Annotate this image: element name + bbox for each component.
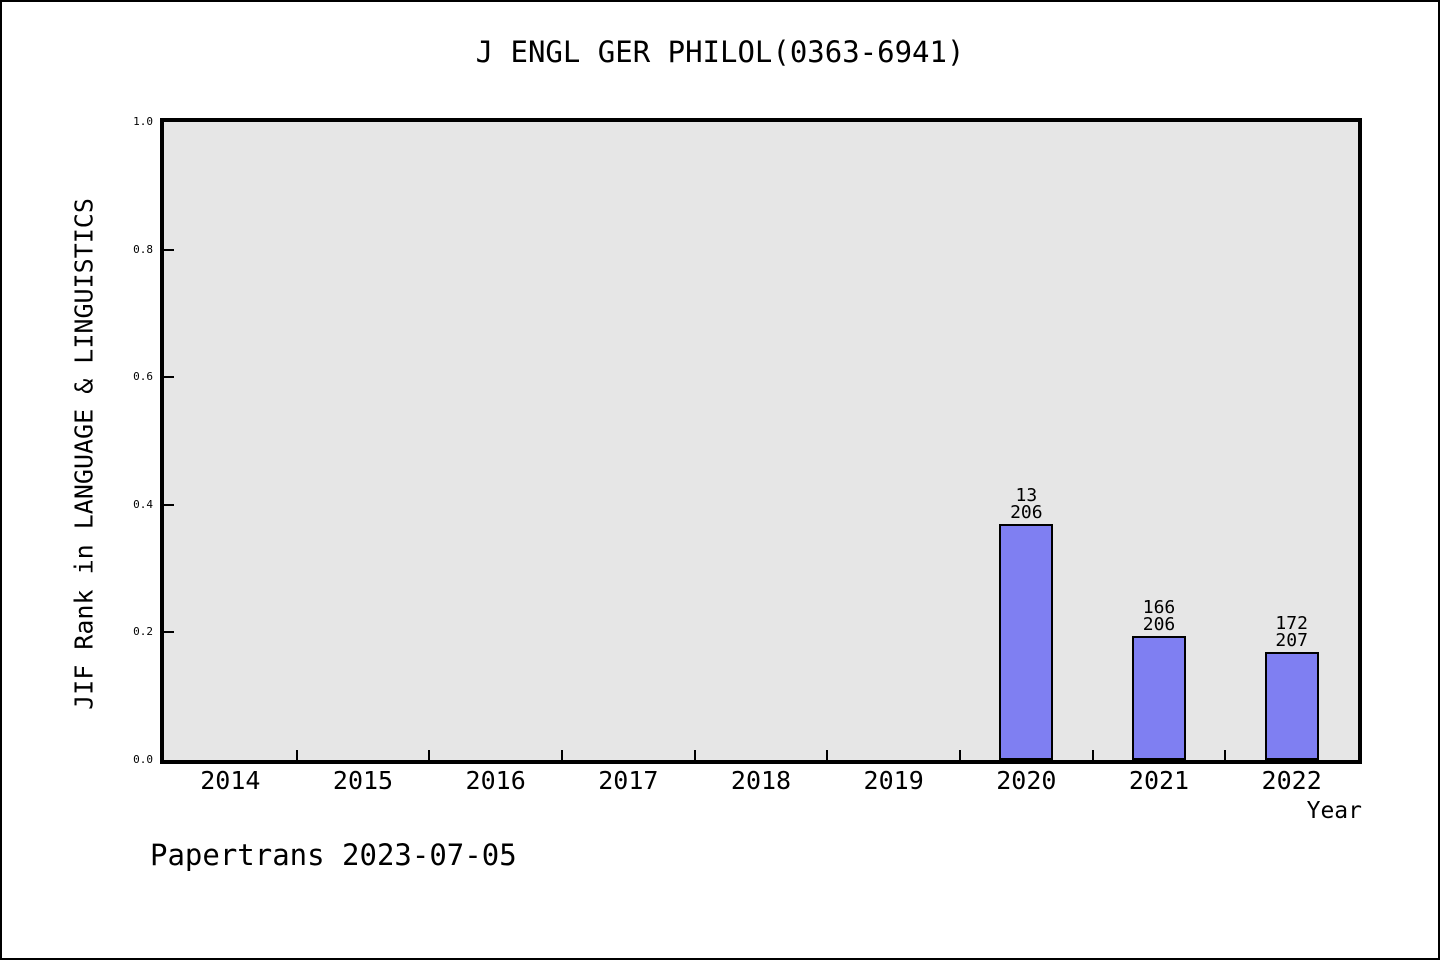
x-category-label: 2015 xyxy=(332,766,394,795)
bar-2021 xyxy=(1132,636,1186,760)
bar-2022 xyxy=(1264,652,1319,760)
chart-title: J ENGL GER PHILOL(0363-6941) xyxy=(475,35,965,69)
y-tick-label: 0.8 xyxy=(133,242,153,256)
bar-rank: 166 xyxy=(1142,597,1176,618)
y-tick-label: 0.2 xyxy=(133,625,153,639)
bar-total: 206 xyxy=(1142,614,1176,635)
bar-total: 206 xyxy=(1010,502,1043,523)
x-category-label: 2020 xyxy=(996,766,1057,795)
y-tick-label: 0.4 xyxy=(133,497,153,511)
y-tick-mark xyxy=(164,376,174,379)
x-tick-mark xyxy=(561,750,563,760)
x-tick-mark xyxy=(693,750,696,760)
y-tick-label: 0.6 xyxy=(133,370,153,384)
bar-2020 xyxy=(999,524,1054,760)
x-tick-mark xyxy=(295,750,298,760)
bar-total: 207 xyxy=(1275,630,1308,651)
bar-value-label: 172 207 xyxy=(1232,613,1352,651)
bar-rank: 13 xyxy=(1015,485,1038,506)
x-category-label: 2022 xyxy=(1261,766,1322,795)
bar-value-label: 166 206 xyxy=(1099,597,1219,635)
x-category-label: 2017 xyxy=(598,766,659,795)
y-tick-label: 0.0 xyxy=(133,753,153,766)
x-axis-label: Year xyxy=(1306,798,1362,824)
x-category-label: 2016 xyxy=(465,766,526,795)
y-tick-label: 1.0 xyxy=(133,115,153,128)
bar-rank: 172 xyxy=(1275,613,1308,634)
plot-area: 13 206 166 206 172 207 xyxy=(164,122,1358,760)
y-tick-mark xyxy=(164,248,174,251)
y-tick-mark xyxy=(164,503,174,506)
footer-text: Papertrans 2023-07-05 xyxy=(150,838,517,872)
x-tick-mark xyxy=(1091,750,1094,760)
x-tick-mark xyxy=(826,750,829,760)
y-tick-mark xyxy=(164,631,174,634)
x-category-label: 2019 xyxy=(863,766,924,795)
x-tick-mark xyxy=(959,750,961,760)
x-category-label: 2014 xyxy=(200,766,261,795)
x-category-label: 2021 xyxy=(1128,766,1190,795)
x-tick-mark xyxy=(428,750,431,760)
bar-value-label: 13 206 xyxy=(966,485,1086,523)
x-category-label: 2018 xyxy=(730,766,792,795)
x-tick-mark xyxy=(1224,750,1227,760)
